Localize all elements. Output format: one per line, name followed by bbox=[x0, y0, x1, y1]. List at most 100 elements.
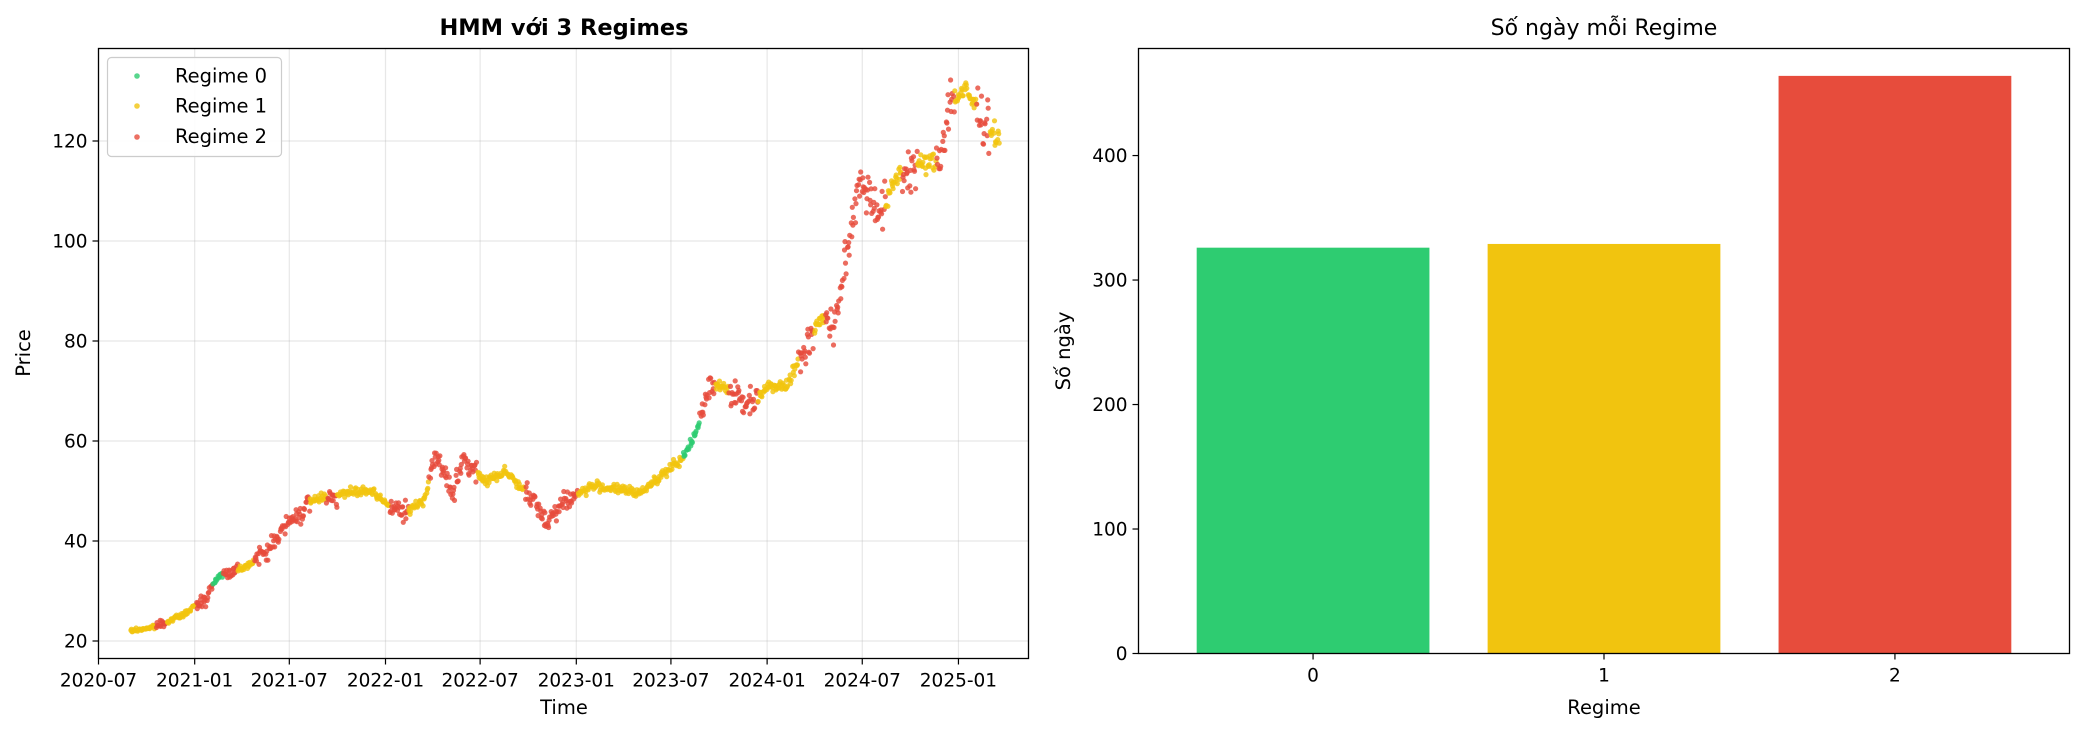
scatter-point bbox=[265, 557, 271, 563]
scatter-point bbox=[978, 93, 985, 99]
scatter-point bbox=[256, 561, 262, 567]
scatter-point bbox=[464, 465, 470, 471]
scatter-point bbox=[732, 378, 738, 384]
scatter-point bbox=[905, 149, 911, 155]
legend-label-regime-2: Regime 2 bbox=[175, 125, 267, 148]
scatter-point bbox=[297, 505, 303, 512]
scatter-point bbox=[702, 402, 708, 408]
scatter-point bbox=[908, 189, 914, 195]
scatter-point bbox=[798, 369, 804, 375]
scatter-point bbox=[907, 183, 913, 189]
scatter-point bbox=[812, 327, 818, 333]
scatter-point bbox=[447, 484, 453, 490]
scatter-point bbox=[984, 116, 990, 122]
scatter-point bbox=[330, 498, 336, 504]
scatter-point bbox=[841, 275, 847, 282]
scatter-point bbox=[846, 252, 852, 258]
scatter-point bbox=[451, 497, 458, 503]
scatter-point bbox=[948, 77, 954, 83]
scatter-point bbox=[294, 519, 300, 525]
scatter-point bbox=[453, 472, 459, 478]
scatter-point bbox=[996, 140, 1002, 146]
scatter-point bbox=[879, 211, 885, 217]
scatter-x-tick-label: 2024-01 bbox=[728, 671, 805, 692]
scatter-point bbox=[546, 524, 552, 531]
scatter-point bbox=[400, 519, 406, 525]
bar-y-axis-title: Số ngày bbox=[1052, 312, 1075, 391]
scatter-point bbox=[788, 377, 794, 383]
scatter-point bbox=[532, 494, 538, 500]
scatter-point bbox=[400, 504, 406, 510]
scatter-point bbox=[880, 226, 886, 232]
scatter-point bbox=[971, 105, 977, 111]
scatter-point bbox=[858, 169, 864, 175]
scatter-point bbox=[542, 510, 548, 516]
scatter-point bbox=[973, 96, 979, 102]
scatter-point bbox=[951, 93, 957, 100]
scatter-point bbox=[716, 378, 723, 384]
scatter-point bbox=[700, 412, 706, 418]
scatter-x-tick-label: 2025-01 bbox=[920, 671, 997, 692]
scatter-point bbox=[849, 204, 855, 210]
scatter-point bbox=[473, 479, 479, 485]
scatter-point bbox=[831, 324, 837, 331]
scatter-point bbox=[272, 544, 278, 550]
scatter-x-tick-label: 2022-07 bbox=[441, 671, 518, 692]
bar-regime-0 bbox=[1196, 247, 1430, 654]
scatter-point bbox=[276, 536, 282, 542]
scatter-point bbox=[402, 497, 408, 503]
scatter-point bbox=[885, 203, 891, 209]
scatter-point bbox=[396, 500, 402, 506]
scatter-point bbox=[852, 196, 858, 202]
scatter-point bbox=[371, 486, 377, 492]
scatter-point bbox=[682, 452, 688, 458]
scatter-point bbox=[425, 485, 431, 491]
scatter-chart-title: HMM với 3 Regimes bbox=[439, 15, 688, 41]
scatter-point bbox=[502, 463, 508, 469]
bar-chart-title: Số ngày mỗi Regime bbox=[1491, 15, 1718, 41]
scatter-point bbox=[960, 93, 966, 99]
scatter-point bbox=[941, 133, 947, 139]
scatter-point bbox=[443, 465, 449, 471]
scatter-point bbox=[909, 158, 915, 164]
scatter-point bbox=[832, 318, 838, 324]
scatter-point bbox=[759, 394, 765, 400]
scatter-point bbox=[437, 453, 443, 459]
scatter-point bbox=[747, 411, 753, 417]
bar-chart: Số ngày mỗi Regime 0 1 2 0 100 200 300 400 Reg… bbox=[1052, 15, 2071, 719]
scatter-point bbox=[199, 604, 205, 610]
scatter-point bbox=[664, 474, 670, 480]
bar-y-tick-label: 0 bbox=[1116, 644, 1128, 665]
scatter-point bbox=[934, 155, 940, 161]
bar-y-axis: 0 100 200 300 400 bbox=[1092, 146, 1139, 665]
scatter-point bbox=[850, 214, 857, 220]
scatter-point bbox=[894, 181, 900, 187]
scatter-point bbox=[803, 361, 809, 367]
scatter-x-axis: 2020-07 2021-01 2021-07 2022-01 2022-07 2023-… bbox=[60, 658, 997, 692]
scatter-point bbox=[860, 175, 866, 181]
scatter-point bbox=[696, 420, 702, 426]
scatter-point bbox=[974, 101, 980, 107]
legend-label-regime-1: Regime 1 bbox=[175, 95, 267, 118]
scatter-point bbox=[920, 159, 926, 165]
legend-marker-regime-1 bbox=[134, 103, 140, 109]
scatter-point bbox=[926, 162, 932, 168]
bar-y-tick-label: 400 bbox=[1092, 146, 1127, 167]
scatter-point bbox=[556, 509, 562, 515]
scatter-point bbox=[945, 126, 952, 132]
scatter-chart: HMM với 3 Regimes 2020-07 2021-01 2021-07 2… bbox=[12, 15, 1030, 719]
scatter-point bbox=[845, 244, 851, 250]
scatter-legend: Regime 0 Regime 1 Regime 2 bbox=[106, 56, 283, 158]
scatter-point bbox=[347, 484, 354, 490]
scatter-point bbox=[209, 586, 215, 592]
scatter-point bbox=[750, 396, 757, 402]
scatter-point bbox=[942, 147, 948, 153]
scatter-point bbox=[752, 405, 758, 411]
scatter-y-axis: 20 40 60 80 100 120 bbox=[52, 132, 99, 653]
bar-x-tick-label: 2 bbox=[1889, 666, 1901, 687]
scatter-point bbox=[897, 164, 903, 170]
scatter-point bbox=[451, 484, 457, 490]
scatter-point bbox=[835, 304, 841, 310]
scatter-point bbox=[980, 141, 987, 147]
legend-label-regime-0: Regime 0 bbox=[175, 65, 267, 88]
